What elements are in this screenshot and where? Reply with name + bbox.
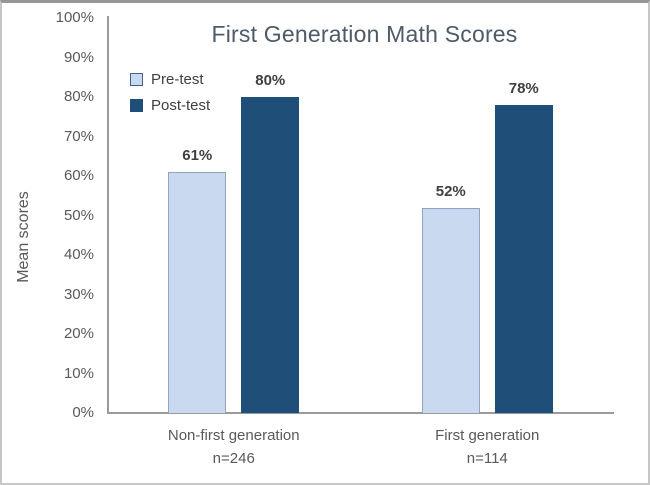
y-tick-label: 10% [63,364,94,382]
legend: Pre-test Post-test [130,66,210,118]
y-tick-label: 80% [63,88,94,105]
y-tick-label: 90% [63,48,94,66]
legend-label: Post-test [151,96,211,114]
bar-value-label: 61% [182,147,213,165]
y-tick-label: 40% [63,246,94,263]
bar-pre-test [421,207,480,413]
y-tick-label: 100% [55,9,94,26]
x-category-count: n=246 [212,450,255,467]
y-tick-label: 70% [63,127,94,145]
x-category-label: First generation n=114 [367,424,607,470]
bar-pre-test [168,172,227,413]
x-category-label: Non-first generation n=246 [114,424,354,470]
y-tick-label: 30% [63,285,94,303]
legend-label: Pre-test [151,70,204,88]
y-tick-label: 60% [63,167,94,184]
bar-value-label: 78% [508,79,539,97]
legend-swatch [130,72,143,86]
y-axis-line [107,16,109,413]
chart-title: First Generation Math Scores [211,21,518,47]
x-axis-line [107,412,614,414]
y-tick-label: 0% [72,404,94,421]
x-category-name: Non-first generation [167,427,300,444]
y-tick-label: 20% [63,325,94,342]
bar-post-test [241,97,300,413]
y-axis-title: Mean scores [15,191,32,283]
legend-swatch [130,98,143,112]
legend-item: Post-test [130,92,210,118]
bar-value-label: 52% [435,182,466,200]
x-category-name: First generation [435,427,540,444]
legend-item: Pre-test [130,66,210,92]
x-category-count: n=114 [466,450,508,467]
bar-post-test [494,104,553,413]
bar-value-label: 80% [255,72,286,89]
y-tick-label: 50% [63,206,94,224]
